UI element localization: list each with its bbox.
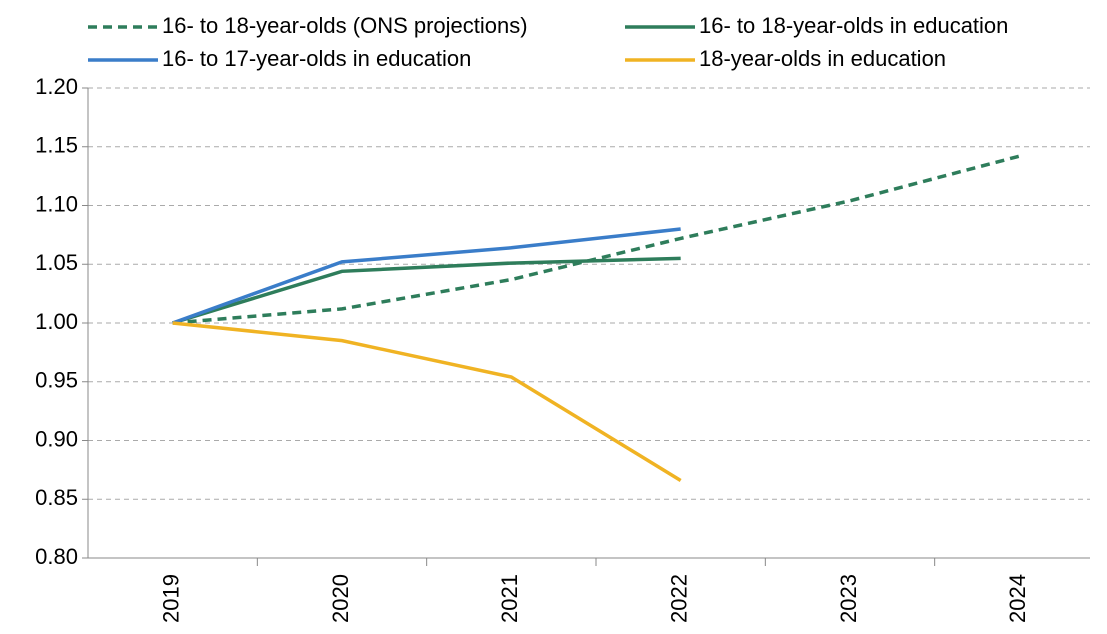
legend-label: 18-year-olds in education [699, 46, 946, 71]
legend-label: 16- to 18-year-olds in education [699, 13, 1008, 38]
y-tick-label: 1.05 [35, 250, 78, 275]
y-tick-label: 0.90 [35, 426, 78, 451]
legend-label: 16- to 17-year-olds in education [162, 46, 471, 71]
y-tick-label: 1.10 [35, 191, 78, 216]
y-tick-label: 1.00 [35, 309, 78, 334]
series-line [172, 321, 682, 482]
series-line [172, 154, 1020, 325]
x-tick-label: 2022 [666, 574, 691, 623]
x-tick-label: 2020 [328, 574, 353, 623]
legend-label: 16- to 18-year-olds (ONS projections) [162, 13, 528, 38]
series-line [172, 256, 681, 325]
y-tick-label: 0.80 [35, 544, 78, 569]
y-tick-label: 0.95 [35, 368, 78, 393]
x-tick-label: 2019 [158, 574, 183, 623]
y-tick-label: 1.20 [35, 74, 78, 99]
series-line [172, 227, 681, 325]
y-tick-label: 0.85 [35, 485, 78, 510]
y-tick-label: 1.15 [35, 133, 78, 158]
x-tick-label: 2024 [1005, 574, 1030, 623]
x-tick-label: 2021 [497, 574, 522, 623]
x-tick-label: 2023 [836, 574, 861, 623]
